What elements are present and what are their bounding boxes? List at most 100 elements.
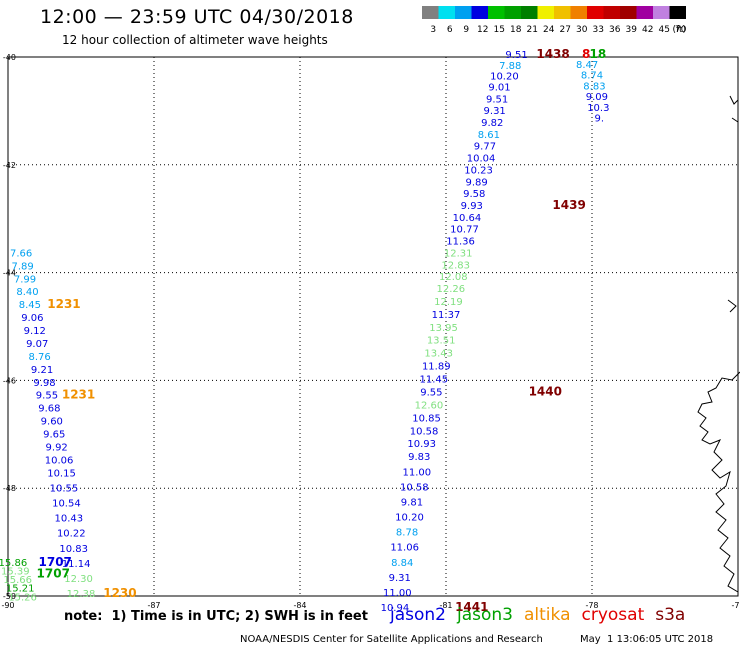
y-tick-label: -48 [3, 484, 16, 493]
colorbar-tick-label: 70 [675, 25, 687, 35]
swh-value-label: 10.55 [50, 483, 79, 494]
colorbar-swatch [570, 6, 587, 19]
colorbar-tick-label: 6 [447, 25, 453, 35]
swh-value-label: 9.77 [474, 142, 496, 153]
colorbar-tick-label: 42 [642, 25, 653, 35]
swh-value-label: 10.43 [55, 514, 84, 525]
colorbar-tick-label: 15 [494, 25, 505, 35]
swh-value-label: 9.07 [26, 339, 48, 350]
swh-value-label: 9.55 [420, 387, 442, 398]
satellite-legend-jason2: jason2 [390, 605, 446, 625]
colorbar-tick-label: 21 [527, 25, 538, 35]
swh-value-label: 10.85 [412, 413, 441, 424]
footer-note: note: 1) Time is in UTC; 2) SWH is in fe… [64, 609, 368, 624]
colorbar-swatch [636, 6, 653, 19]
swh-value-label: 8.84 [391, 558, 413, 569]
y-tick-label: -50 [3, 592, 16, 601]
satellite-legend-jason3: jason3 [457, 605, 513, 625]
colorbar-swatch [653, 6, 670, 19]
colorbar-tick-label: 36 [609, 25, 621, 35]
swh-value-label: 12.83 [441, 260, 470, 271]
colorbar-tick-label: 18 [510, 25, 522, 35]
colorbar-tick-label: 3 [430, 25, 436, 35]
swh-value-label: 11.36 [446, 237, 475, 248]
swh-value-label: 10.15 [47, 468, 76, 479]
swh-value-label: 12.30 [64, 574, 93, 585]
generation-timestamp: May 1 13:06:05 UTC 2018 [580, 634, 714, 645]
swh-value-label: 10.20 [490, 72, 519, 83]
colorbar-tick-label: 12 [477, 25, 488, 35]
swh-value-label: 9.68 [38, 404, 60, 415]
swh-value-label: 12.38 [67, 589, 96, 600]
colorbar-swatch [620, 6, 637, 19]
swh-value-label: 12.31 [444, 248, 473, 259]
colorbar-swatch [455, 6, 472, 19]
credit-line: NOAA/NESDIS Center for Satellite Applica… [240, 634, 543, 645]
swh-value-label: 11.00 [402, 467, 431, 478]
swh-value-label: 9.58 [463, 189, 485, 200]
time-label: 1439 [552, 198, 585, 212]
time-label: 1707 [37, 567, 70, 581]
swh-value-label: 8.83 [583, 81, 605, 92]
swh-value-label: 11.06 [390, 543, 419, 554]
y-tick-label: -42 [3, 161, 16, 170]
swh-value-label: 7.89 [11, 261, 33, 272]
time-label: 8 [582, 47, 590, 61]
colorbar-swatch [669, 6, 686, 19]
swh-value-label: 8.78 [396, 528, 418, 539]
x-tick-label: -75 [731, 601, 740, 610]
swh-value-label: 9.51 [505, 50, 527, 61]
colorbar-tick-label: 24 [543, 25, 555, 35]
coastline [697, 371, 740, 593]
y-tick-label: -44 [3, 269, 16, 278]
swh-value-label: 10.20 [395, 513, 424, 524]
swh-value-label: 9.82 [481, 118, 503, 129]
time-label: 1231 [47, 297, 80, 311]
colorbar-swatch [521, 6, 538, 19]
swh-value-label: 9.31 [484, 106, 506, 117]
x-tick-label: -87 [147, 601, 160, 610]
y-tick-label: -46 [3, 376, 16, 385]
swh-value-label: 15.86 [0, 558, 27, 569]
swh-value-label: 9.93 [461, 201, 483, 212]
colorbar-tick-label: 27 [560, 25, 571, 35]
swh-value-label: 7.88 [499, 61, 521, 72]
color-scale-legend: 3 6 9 12 15 18 21 24 27 30 33 36 39 42 45 70(ft) [422, 6, 687, 35]
swh-value-label: 10.83 [59, 544, 88, 555]
swh-value-label: 9.12 [24, 326, 46, 337]
swh-value-label: 8.74 [581, 71, 603, 82]
swh-value-label: 10.64 [453, 213, 482, 224]
swh-value-label: 12.19 [434, 297, 463, 308]
swh-value-label: 9.89 [466, 177, 488, 188]
swh-value-label: 10.3 [587, 103, 609, 114]
swh-value-label: 9.81 [401, 497, 423, 508]
swh-value-label: 9.06 [21, 313, 43, 324]
swh-value-label: 12.60 [415, 400, 444, 411]
swh-value-label: 10.54 [52, 499, 81, 510]
colorbar-tick-label: 30 [576, 25, 588, 35]
swh-value-label: 10.04 [467, 154, 496, 165]
swh-value-label: 11.45 [420, 375, 449, 386]
time-label: 1231 [62, 388, 95, 402]
swh-value-label: 10.58 [410, 426, 439, 437]
time-label: 1230 [103, 586, 136, 600]
swh-value-label: 8.40 [16, 287, 38, 298]
time-label: 1707 [39, 555, 72, 569]
swh-value-label: 9. [595, 114, 605, 125]
time-label: 1440 [529, 384, 562, 398]
swh-value-label: 7.66 [10, 248, 32, 259]
swh-value-label: 9.51 [486, 94, 508, 105]
swh-value-label: 1438 [536, 47, 569, 61]
colorbar-swatch [554, 6, 571, 19]
swh-value-label: 11.14 [62, 559, 91, 570]
swh-value-label: 13.43 [424, 349, 453, 360]
swh-value-label: 13.51 [427, 336, 456, 347]
plot-frame [7, 56, 739, 597]
satellite-legend-cryosat: cryosat [581, 605, 645, 625]
swh-value-label: 8.45 [19, 300, 41, 311]
swh-value-label: 11.89 [422, 362, 451, 373]
swh-value-label: 13.95 [429, 323, 458, 334]
swh-value-label: 9.92 [46, 442, 68, 453]
swh-value-label: 8.76 [29, 352, 51, 363]
